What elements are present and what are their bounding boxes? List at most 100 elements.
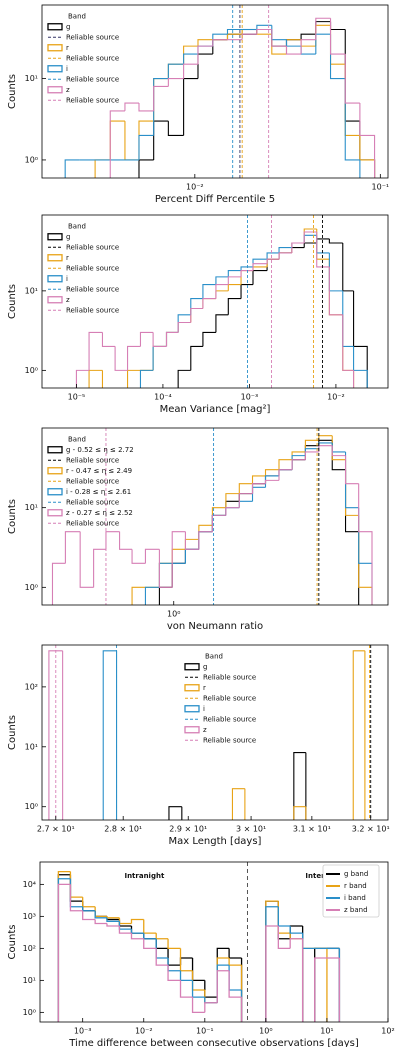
histogram-step: [359, 121, 376, 178]
histogram-step: [167, 948, 181, 966]
histogram-step: [226, 33, 243, 40]
histogram-step: [264, 469, 279, 476]
y-tick-label: 10⁰: [25, 366, 38, 375]
histogram-step: [331, 442, 346, 453]
histogram-step: [155, 933, 169, 940]
histogram-step: [256, 29, 272, 35]
histogram-step: [190, 345, 203, 371]
histogram-step: [256, 24, 272, 30]
histogram-step: [303, 234, 317, 243]
histogram-step: [124, 102, 139, 111]
histogram-step: [251, 483, 266, 494]
histogram-step: [138, 159, 154, 178]
histogram-step: [152, 332, 167, 347]
histogram-step: [225, 507, 240, 516]
histogram-step: [198, 531, 213, 550]
x-axis-label: von Neumann ratio: [167, 621, 263, 632]
histogram-step: [198, 524, 213, 540]
histogram-step: [353, 370, 355, 388]
histogram-step: [152, 345, 167, 371]
legend-title: Band: [68, 12, 86, 20]
histogram-step: [303, 242, 317, 248]
histogram-step: [240, 284, 254, 299]
histogram-step: [69, 871, 83, 898]
histogram-step: [153, 77, 169, 122]
histogram-step: [328, 238, 343, 244]
y-axis-label: Counts: [7, 499, 18, 534]
histogram-step: [264, 475, 279, 484]
histogram-step: [202, 284, 216, 299]
histogram-step: [240, 997, 243, 1022]
histogram-step: [265, 925, 279, 1022]
legend-title: Band: [205, 652, 223, 660]
histogram-step: [358, 515, 373, 605]
histogram-step: [226, 28, 243, 35]
histogram-step: [197, 45, 213, 55]
y-axis-label: Counts: [7, 74, 18, 109]
legend-label: r: [203, 684, 206, 692]
y-tick-label: 10²: [25, 682, 38, 691]
histogram-step: [144, 548, 160, 564]
histogram-step: [285, 46, 302, 55]
histogram-step: [126, 369, 141, 388]
y-tick-label: 10¹: [25, 503, 38, 512]
histogram-step: [143, 938, 157, 950]
histogram-step: [88, 331, 103, 371]
histogram-step: [215, 290, 229, 299]
legend-label: Reliable source: [66, 75, 119, 83]
histogram-step: [278, 469, 293, 476]
histogram-step: [342, 314, 354, 371]
histogram-step: [256, 28, 272, 35]
legend-label: i band: [344, 894, 366, 902]
histogram-step: [82, 910, 96, 921]
histogram-step: [225, 507, 240, 516]
histogram-step: [316, 228, 330, 260]
histogram-step: [114, 346, 128, 371]
histogram-step: [331, 440, 346, 471]
histogram-step: [118, 919, 132, 927]
histogram-step: [102, 650, 117, 820]
legend-title: Band: [68, 435, 86, 443]
y-tick-label: 10⁴: [23, 880, 36, 889]
histogram-step: [130, 933, 144, 940]
histogram-step: [190, 307, 203, 323]
histogram-step: [315, 24, 331, 47]
histogram-step: [227, 276, 242, 285]
histogram-step: [329, 18, 346, 55]
legend-swatch: [184, 726, 200, 734]
histogram-step: [278, 252, 292, 260]
axes-frame: [41, 4, 389, 179]
histogram-step: [241, 33, 257, 40]
histogram-step: [342, 314, 354, 371]
histogram-step: [165, 331, 179, 347]
histogram-step: [183, 63, 198, 79]
histogram-step: [225, 493, 240, 508]
histogram-step: [241, 28, 257, 35]
histogram-step: [238, 500, 253, 508]
x-tick-label: 10⁻²: [327, 393, 345, 402]
plot-area: [64, 5, 376, 178]
histogram-step: [264, 479, 279, 484]
y-tick-label: 10⁰: [25, 583, 38, 592]
histogram-step: [353, 370, 355, 388]
histogram-step: [130, 926, 144, 934]
histogram-step: [197, 39, 213, 47]
histogram-step: [202, 331, 216, 347]
histogram-step: [291, 242, 305, 248]
histogram-step: [211, 507, 226, 526]
histogram-step: [353, 346, 368, 388]
histogram-step: [300, 46, 316, 55]
histogram-step: [64, 159, 80, 178]
histogram-step: [300, 33, 316, 40]
y-tick-label: 10⁰: [25, 155, 38, 164]
legend-swatch: [184, 684, 200, 692]
histogram-step: [304, 439, 319, 452]
histogram-step: [212, 39, 228, 47]
histogram-step: [144, 586, 160, 605]
histogram-step: [271, 34, 287, 55]
plot-area: [51, 428, 373, 605]
histogram-step: [101, 332, 116, 347]
histogram-step: [171, 562, 186, 588]
histogram-step: [198, 531, 213, 550]
legend-label: i: [66, 275, 68, 283]
